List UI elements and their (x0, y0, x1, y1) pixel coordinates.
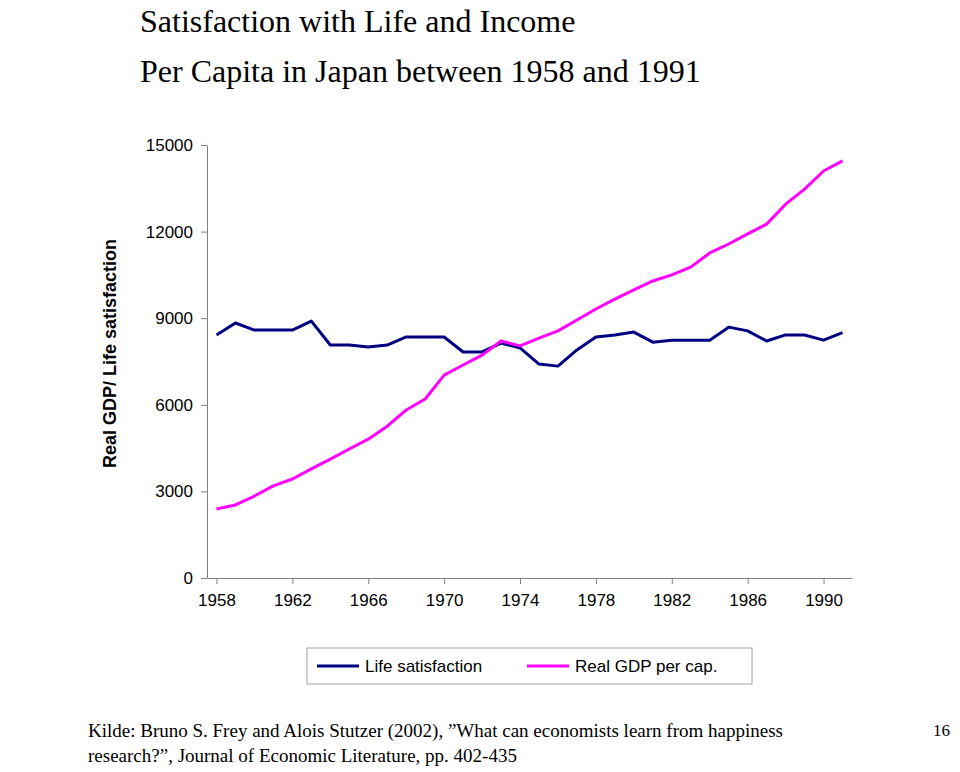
y-tick-label: 6000 (155, 396, 193, 415)
title-line: Satisfaction with Life and Income (140, 3, 575, 39)
y-axis-line (207, 146, 208, 579)
y-tick: 15000 (146, 136, 207, 155)
y-tick-label: 12000 (146, 223, 193, 242)
x-tick-mark (824, 578, 825, 584)
y-tick: 12000 (146, 223, 207, 242)
y-tick-label: 9000 (155, 309, 193, 328)
x-tick: 1966 (350, 578, 388, 610)
x-tick: 1978 (577, 578, 615, 610)
x-tick: 1974 (502, 578, 540, 610)
title-line: Per Capita in Japan between 1958 and 199… (140, 53, 701, 89)
y-tick-label: 15000 (146, 136, 193, 155)
y-tick-mark (201, 405, 207, 406)
series-line (216, 161, 842, 509)
page-number: 16 (933, 721, 950, 740)
x-tick: 1990 (805, 578, 843, 610)
legend-label: Life satisfaction (365, 657, 482, 676)
legend-swatch (527, 665, 569, 668)
legend-label: Real GDP per cap. (575, 657, 717, 676)
x-tick: 1958 (198, 578, 236, 610)
x-axis: 1958 1962 1966 1970 1974 1978 1982 1986 1990 (198, 578, 852, 610)
x-tick-mark (292, 578, 293, 584)
y-axis: 0 3000 6000 9000 12000 15000 (146, 136, 208, 588)
source-line: research?”, Journal of Economic Literatu… (88, 745, 517, 766)
x-tick: 1982 (653, 578, 691, 610)
y-tick-mark (201, 491, 207, 492)
x-tick-label: 1962 (274, 591, 312, 610)
x-tick-mark (216, 578, 217, 584)
x-tick-label: 1974 (502, 591, 540, 610)
source-line: Kilde: Bruno S. Frey and Alois Stutzer (… (88, 720, 783, 742)
x-tick-mark (672, 578, 673, 584)
x-tick-label: 1958 (198, 591, 236, 610)
x-tick-mark (596, 578, 597, 584)
x-tick-label: 1982 (653, 591, 691, 610)
legend: Life satisfaction Real GDP per cap. (307, 648, 752, 684)
y-tick-mark (201, 318, 207, 319)
x-tick-mark (748, 578, 749, 584)
y-tick: 6000 (155, 396, 207, 415)
title: Satisfaction with Life and Income Per Cap… (140, 3, 701, 89)
y-axis-title: Real GDP/ Life satisfaction (100, 239, 120, 468)
x-tick: 1970 (426, 578, 464, 610)
x-tick-label: 1966 (350, 591, 388, 610)
x-tick-label: 1978 (577, 591, 615, 610)
y-tick-label: 0 (184, 569, 193, 588)
x-tick-mark (520, 578, 521, 584)
y-tick: 3000 (155, 482, 207, 501)
plot-area (216, 161, 842, 509)
legend-swatch (317, 665, 359, 668)
y-tick-label: 3000 (155, 482, 193, 501)
x-axis-line (208, 578, 853, 579)
y-tick-mark (201, 232, 207, 233)
x-tick-mark (444, 578, 445, 584)
y-tick-mark (201, 578, 207, 579)
x-tick-label: 1970 (426, 591, 464, 610)
x-tick-mark (368, 578, 369, 584)
y-tick-mark (201, 145, 207, 146)
x-tick: 1962 (274, 578, 312, 610)
chart: Satisfaction with Life and Income Per Cap… (0, 0, 960, 772)
y-tick: 0 (184, 569, 207, 588)
x-tick-label: 1986 (729, 591, 767, 610)
x-tick: 1986 (729, 578, 767, 610)
source: Kilde: Bruno S. Frey and Alois Stutzer (… (88, 720, 783, 766)
y-tick: 9000 (155, 309, 207, 328)
legend-box (307, 648, 752, 684)
x-tick-label: 1990 (805, 591, 843, 610)
